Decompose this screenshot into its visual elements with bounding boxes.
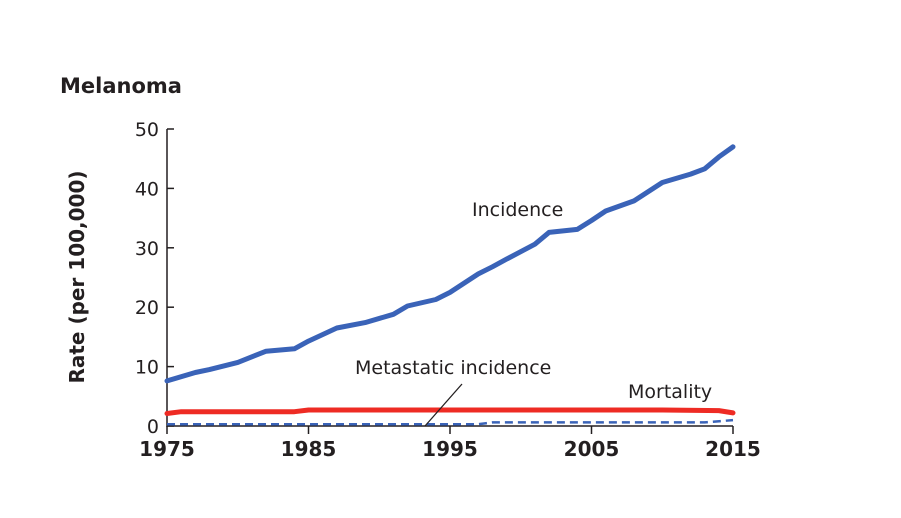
x-tick-label: 1985 — [281, 437, 337, 461]
y-tick-label: 30 — [135, 238, 159, 260]
y-tick-label: 0 — [147, 416, 159, 438]
y-axis-label: Rate (per 100,000) — [65, 170, 89, 383]
annotation-mortality: Mortality — [628, 381, 712, 403]
series-line-incidence — [164, 144, 736, 384]
y-tick-label: 40 — [135, 178, 159, 200]
series-group — [164, 144, 736, 426]
chart-title: Melanoma — [60, 74, 182, 98]
x-tick-label: 2015 — [705, 437, 761, 461]
axes: 0 10 20 30 40 50 1975 1985 1995 2005 2015 — [135, 119, 761, 461]
y-tick-label: 10 — [135, 357, 159, 379]
annotation-incidence: Incidence — [472, 199, 563, 221]
series-line-metastatic-incidence — [167, 418, 734, 426]
metastatic-leader-line — [424, 383, 463, 427]
y-tick-label: 20 — [135, 297, 159, 319]
x-tick-label: 1995 — [422, 437, 478, 461]
series-line-mortality — [164, 407, 736, 416]
x-tick-label: 2005 — [564, 437, 620, 461]
x-tick-label: 1975 — [139, 437, 195, 461]
annotation-metastatic-incidence: Metastatic incidence — [355, 357, 551, 379]
y-tick-label: 50 — [135, 119, 159, 141]
